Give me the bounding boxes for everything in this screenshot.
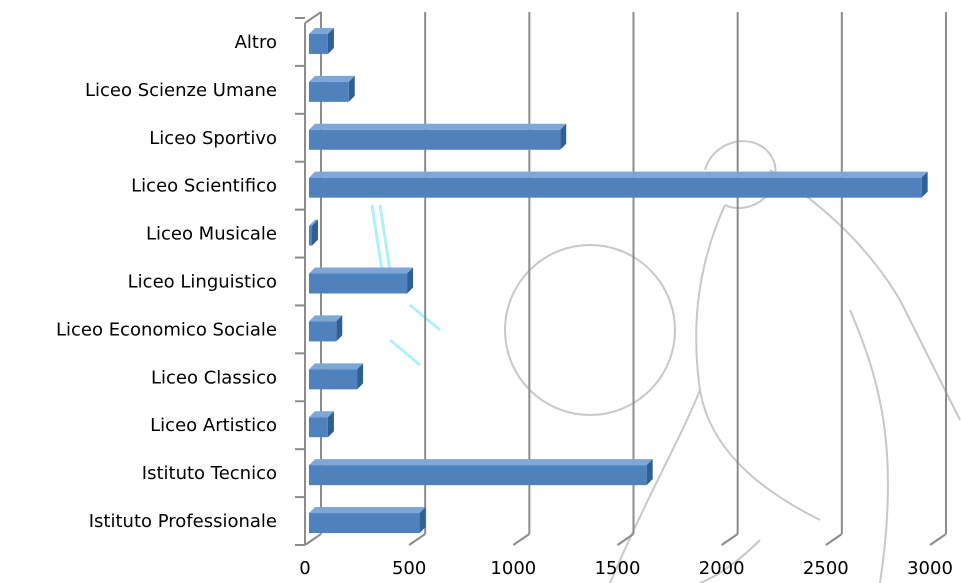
floor-diag [304, 533, 322, 546]
bar-top-face [309, 219, 318, 226]
bar-side-face [560, 123, 567, 150]
bar-side-face [357, 363, 364, 390]
bar-front-face [309, 177, 922, 198]
gridlines [408, 12, 947, 546]
bar-liceo-scienze-umane [309, 75, 355, 102]
category-label-liceo-classico: Liceo Classico [151, 367, 277, 388]
gridline-diag [408, 533, 426, 546]
watermark-ring [504, 244, 676, 416]
gridline-diag [512, 533, 530, 546]
bar-front-face [309, 225, 312, 246]
background-watermark [504, 140, 961, 583]
bar-top-face [309, 363, 364, 370]
y-axis-top-diag [304, 11, 322, 24]
watermark-figure-leg [609, 389, 701, 583]
bar-top-face [309, 411, 334, 418]
category-label-liceo-economico-sociale: Liceo Economico Sociale [56, 319, 277, 340]
bar-side-face [312, 219, 318, 246]
bar-liceo-sportivo [309, 123, 567, 150]
bar-front-face [309, 81, 349, 102]
watermark-stripe-4 [389, 338, 421, 367]
gridline-diag [616, 533, 635, 546]
bar-liceo-artistico [309, 411, 334, 438]
bar-top-face [309, 171, 928, 178]
bar-front-face [309, 417, 328, 438]
bar-liceo-economico-sociale [309, 315, 343, 342]
bar-front-face [309, 369, 358, 390]
bar-istituto-professionale [309, 507, 426, 534]
category-label-istituto-professionale: Istituto Professionale [89, 511, 277, 532]
category-label-liceo-scienze-umane: Liceo Scienze Umane [85, 80, 277, 101]
bar-istituto-tecnico [309, 459, 653, 486]
x-tick-label: 3000 [907, 558, 953, 579]
bar-top-face [309, 27, 334, 34]
bar-side-face [407, 267, 414, 294]
bar-liceo-musicale [309, 219, 318, 246]
x-tick-labels: 0 500 1000 1500 2000 2500 3000 [299, 558, 953, 579]
bar-side-face [348, 75, 355, 102]
watermark-figure-back [849, 309, 890, 583]
bar-liceo-classico [309, 363, 364, 390]
watermark-figure-arm [769, 169, 961, 421]
bar-side-face [419, 507, 426, 534]
bar-side-face [921, 171, 928, 198]
bar-top-face [309, 75, 355, 82]
watermark-figure-leg2 [699, 539, 761, 583]
bar-top-face [309, 507, 426, 514]
category-label-liceo-linguistico: Liceo Linguistico [128, 272, 277, 293]
x-tick-label: 1500 [595, 558, 641, 579]
bar-front-face [309, 129, 561, 150]
category-label-liceo-artistico: Liceo Artistico [150, 415, 277, 436]
category-label-altro: Altro [235, 32, 277, 53]
bar-altro [309, 27, 334, 54]
bar-top-face [309, 267, 414, 274]
bar-top-face [309, 459, 653, 466]
bar-side-face [646, 459, 653, 486]
category-label-liceo-musicale: Liceo Musicale [146, 224, 277, 245]
bar-side-face [327, 27, 334, 54]
x-tick-label: 0 [299, 558, 310, 579]
bars [309, 27, 928, 534]
bar-liceo-scientifico [309, 171, 928, 198]
bar-front-face [309, 465, 647, 486]
x-tick-label: 500 [392, 558, 426, 579]
gridline-diag [721, 533, 739, 546]
bar-top-face [309, 315, 343, 322]
x-tick-label: 2000 [699, 558, 745, 579]
bar-side-face [327, 411, 334, 438]
bar-liceo-linguistico [309, 267, 414, 294]
bar-front-face [309, 321, 337, 342]
x-tick-label: 1000 [490, 558, 536, 579]
bar-front-face [309, 513, 420, 534]
category-label-istituto-tecnico: Istituto Tecnico [142, 463, 277, 484]
bar-side-face [336, 315, 343, 342]
bar-front-face [309, 33, 328, 54]
gridline-diag [825, 533, 843, 546]
category-labels: Istituto Professionale Istituto Tecnico Li… [56, 32, 277, 532]
bar-top-face [309, 123, 567, 130]
watermark-figure-body [695, 204, 821, 521]
category-label-liceo-scientifico: Liceo Scientifico [131, 176, 277, 197]
category-label-liceo-sportivo: Liceo Sportivo [149, 128, 277, 149]
watermark-figure-head [704, 140, 777, 210]
gridline-diag [929, 533, 947, 546]
bar-front-face [309, 273, 408, 294]
x-tick-label: 2500 [803, 558, 849, 579]
